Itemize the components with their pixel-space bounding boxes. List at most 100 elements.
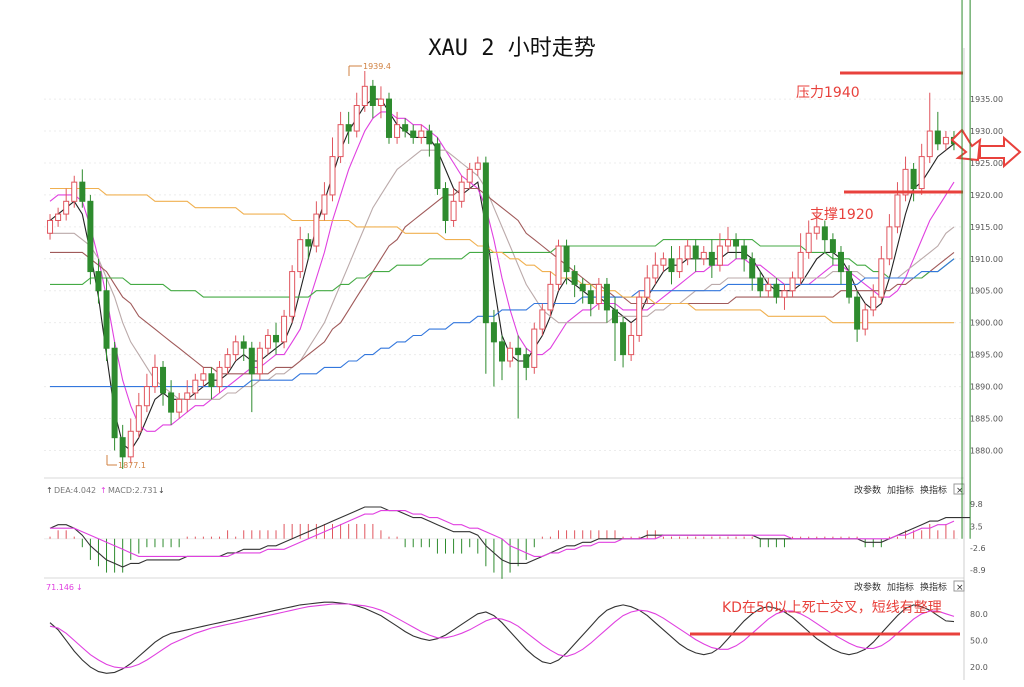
macd-up-arrow-icon: ↑ — [46, 486, 53, 495]
candle — [741, 239, 748, 272]
candle-body — [918, 156, 925, 190]
candle-body — [523, 354, 530, 368]
kd-switch-indicator-button[interactable]: 换指标 — [920, 581, 947, 593]
kd-tick-label: 80.0 — [970, 610, 988, 619]
candle-body — [394, 124, 401, 138]
y-tick-label: 1910.00 — [970, 255, 1003, 264]
candle-body — [733, 239, 740, 247]
candle-body — [724, 239, 731, 247]
candle-body — [79, 181, 86, 202]
candle-body — [458, 181, 465, 202]
candle — [515, 335, 522, 419]
candle — [151, 354, 158, 393]
y-tick-label: 1905.00 — [970, 287, 1003, 296]
candle-body — [426, 130, 433, 145]
candle — [942, 131, 949, 151]
y-tick-label: 1880.00 — [970, 446, 1003, 455]
candle-body — [684, 245, 691, 260]
candle-body — [595, 283, 602, 305]
kd-add-indicator-button[interactable]: 加指标 — [887, 581, 914, 593]
candle — [886, 214, 893, 266]
candle — [208, 367, 215, 400]
candle-body — [498, 341, 506, 362]
candle-body — [515, 347, 522, 356]
candle — [79, 169, 86, 208]
candle-body — [773, 283, 780, 298]
kd-close-button[interactable] — [953, 580, 965, 592]
candle-body — [757, 277, 764, 292]
y-tick-label: 1915.00 — [970, 223, 1003, 232]
kd-tick-label: 20.0 — [970, 663, 988, 672]
candle — [160, 361, 167, 406]
candle-body — [829, 239, 836, 253]
candle — [386, 92, 393, 144]
candle — [789, 271, 796, 298]
candle — [724, 226, 731, 253]
candle — [781, 284, 788, 310]
candle — [878, 246, 885, 304]
ma-line-5 — [50, 258, 955, 388]
candle — [434, 137, 441, 195]
candle — [264, 329, 271, 355]
candle-body — [603, 283, 610, 311]
candle — [297, 226, 304, 278]
macd-add-indicator-button[interactable]: 加指标 — [887, 484, 914, 496]
resistance-annotation: 压力1940 — [796, 71, 963, 101]
candle — [71, 175, 78, 208]
candle — [805, 220, 812, 259]
candle-body — [660, 258, 667, 266]
arrow-right-icon — [979, 135, 1022, 169]
candle — [862, 303, 869, 336]
macd-label: MACD:2.731 — [108, 486, 158, 495]
candle-body — [160, 366, 167, 394]
macd-switch-indicator-button[interactable]: 换指标 — [920, 484, 947, 496]
candle — [248, 341, 255, 413]
candle-body — [716, 245, 723, 266]
candle — [119, 424, 126, 469]
candle-body — [821, 226, 828, 241]
candle-body — [878, 258, 885, 298]
kd-change-params-button[interactable]: 改参数 — [854, 581, 881, 593]
candle — [450, 188, 457, 227]
candle-body — [434, 143, 441, 190]
candle-body — [369, 85, 376, 106]
candle-body — [668, 258, 675, 273]
candle — [628, 322, 635, 362]
macd-toolbar: 改参数 加指标 换指标 × — [854, 483, 965, 496]
candle — [466, 162, 473, 189]
candle — [902, 156, 909, 202]
candle-body — [708, 251, 715, 266]
candle-body — [248, 347, 255, 375]
candle-body — [587, 290, 594, 305]
candle — [402, 118, 409, 138]
candle — [555, 239, 562, 291]
candle — [539, 303, 546, 336]
candle-body — [846, 271, 853, 298]
candle-body — [765, 283, 772, 292]
candle-body — [862, 309, 869, 330]
candle-body — [741, 245, 748, 260]
candle — [571, 265, 578, 298]
kd-close-icon: × — [956, 583, 964, 593]
price-grid — [44, 98, 964, 451]
macd-tick-label: 9.8 — [970, 500, 983, 509]
high-label: 1939.4 — [363, 62, 391, 71]
candle-body — [361, 85, 368, 106]
kd-note: KD在50以上死亡交叉，短线有整理 — [722, 599, 942, 616]
candle — [143, 373, 150, 413]
candle-body — [886, 226, 893, 260]
candle — [192, 373, 199, 400]
macd-close-button[interactable] — [953, 483, 965, 495]
candle-body — [547, 283, 554, 311]
candle — [837, 246, 844, 285]
support-annotation: 支撑1920 — [810, 190, 963, 223]
y-tick-label: 1930.00 — [970, 127, 1003, 136]
kd-value-label: 71.146 — [46, 583, 74, 592]
candle-body — [313, 213, 320, 247]
candle — [620, 316, 627, 368]
candle-body — [507, 347, 514, 362]
macd-change-params-button[interactable]: 改参数 — [854, 484, 881, 496]
y-tick-label: 1935.00 — [970, 95, 1003, 104]
candle — [773, 277, 780, 304]
macd-header: ↑ DEA:4.042 ↑ MACD:2.731 ↓ — [46, 486, 165, 495]
